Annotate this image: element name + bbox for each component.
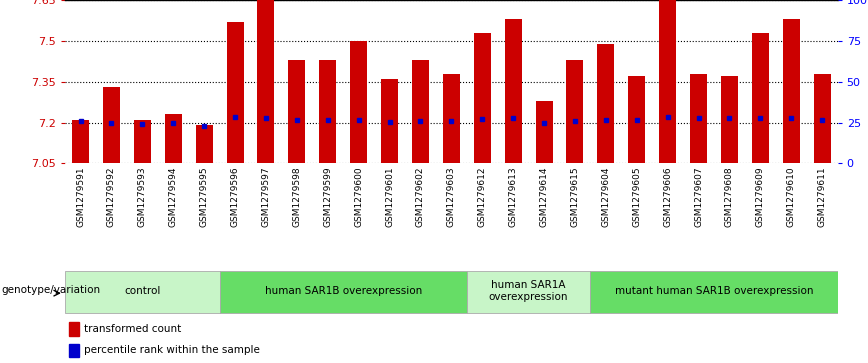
Text: GSM1279611: GSM1279611 [818, 167, 826, 227]
Bar [319, 60, 336, 163]
Bar [752, 33, 769, 163]
FancyBboxPatch shape [220, 271, 467, 313]
Text: transformed count: transformed count [84, 324, 181, 334]
Text: GSM1279609: GSM1279609 [756, 167, 765, 227]
Text: GSM1279596: GSM1279596 [231, 167, 240, 227]
Bar [103, 87, 120, 163]
Bar [227, 22, 244, 163]
Text: GSM1279605: GSM1279605 [632, 167, 641, 227]
Bar [536, 101, 553, 163]
Text: human SAR1A
overexpression: human SAR1A overexpression [489, 281, 569, 302]
Bar [134, 120, 151, 163]
Text: GSM1279595: GSM1279595 [200, 167, 208, 227]
Text: GSM1279613: GSM1279613 [509, 167, 517, 227]
Bar [165, 114, 181, 163]
Text: GSM1279607: GSM1279607 [694, 167, 703, 227]
Text: GSM1279591: GSM1279591 [76, 167, 85, 227]
Bar [443, 73, 460, 163]
Bar [597, 44, 615, 163]
Text: percentile rank within the sample: percentile rank within the sample [84, 345, 260, 355]
Bar [72, 120, 89, 163]
Bar [195, 125, 213, 163]
Bar [258, 0, 274, 163]
Text: GSM1279593: GSM1279593 [138, 167, 147, 227]
Bar [690, 73, 707, 163]
Bar [381, 79, 398, 163]
Text: GSM1279601: GSM1279601 [385, 167, 394, 227]
Bar [813, 73, 831, 163]
Text: GSM1279603: GSM1279603 [447, 167, 456, 227]
Text: human SAR1B overexpression: human SAR1B overexpression [265, 286, 422, 296]
Bar [783, 19, 799, 163]
Bar [474, 33, 490, 163]
Bar [659, 0, 676, 163]
Text: GSM1279597: GSM1279597 [261, 167, 271, 227]
Text: GSM1279615: GSM1279615 [570, 167, 580, 227]
Text: GSM1279614: GSM1279614 [540, 167, 549, 227]
Bar [350, 41, 367, 163]
Text: GSM1279598: GSM1279598 [293, 167, 301, 227]
Bar [69, 322, 79, 336]
Text: GSM1279610: GSM1279610 [786, 167, 796, 227]
Text: genotype/variation: genotype/variation [1, 285, 101, 295]
Text: GSM1279606: GSM1279606 [663, 167, 672, 227]
FancyBboxPatch shape [467, 271, 590, 313]
Bar [628, 76, 645, 163]
Text: mutant human SAR1B overexpression: mutant human SAR1B overexpression [615, 286, 813, 296]
Bar [504, 19, 522, 163]
Bar [288, 60, 306, 163]
FancyBboxPatch shape [590, 271, 838, 313]
Text: GSM1279600: GSM1279600 [354, 167, 363, 227]
Text: GSM1279592: GSM1279592 [107, 167, 116, 227]
Bar [567, 60, 583, 163]
Bar [721, 76, 738, 163]
Text: GSM1279608: GSM1279608 [725, 167, 734, 227]
Text: GSM1279594: GSM1279594 [168, 167, 178, 227]
Bar [412, 60, 429, 163]
FancyBboxPatch shape [65, 271, 220, 313]
Text: GSM1279599: GSM1279599 [323, 167, 332, 227]
Text: GSM1279612: GSM1279612 [477, 167, 487, 227]
Text: control: control [124, 286, 161, 296]
Bar [69, 344, 79, 357]
Text: GSM1279604: GSM1279604 [602, 167, 610, 227]
Text: GSM1279602: GSM1279602 [416, 167, 425, 227]
